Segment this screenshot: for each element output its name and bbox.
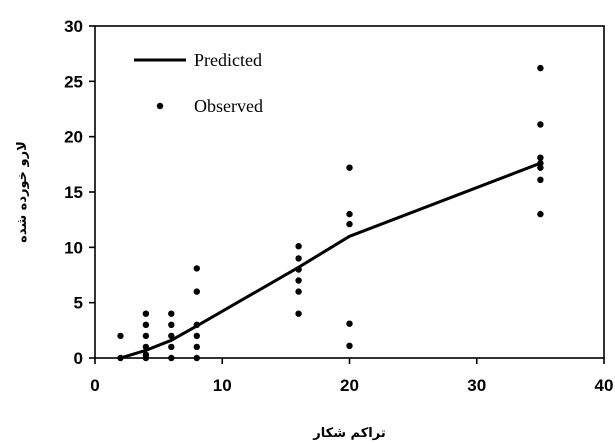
observed-point bbox=[142, 310, 150, 317]
observed-point bbox=[193, 321, 200, 328]
observed-point bbox=[295, 288, 302, 295]
x-tick-label: 10 bbox=[213, 376, 232, 395]
observed-point bbox=[537, 154, 544, 161]
observed-point bbox=[295, 310, 302, 317]
observed-point bbox=[142, 351, 150, 358]
x-tick-label: 20 bbox=[340, 376, 359, 395]
observed-point bbox=[193, 354, 200, 362]
observed-point bbox=[168, 321, 175, 328]
observed-point bbox=[346, 342, 353, 349]
y-tick-label: 20 bbox=[64, 128, 83, 147]
observed-point bbox=[537, 176, 544, 183]
predicted-line bbox=[120, 161, 541, 360]
observed-point bbox=[168, 332, 175, 340]
observed-point bbox=[346, 164, 353, 171]
y-tick-label: 0 bbox=[74, 349, 83, 368]
x-tick-label: 30 bbox=[467, 376, 486, 395]
observed-point bbox=[295, 255, 302, 262]
observed-point bbox=[168, 354, 175, 362]
observed-point bbox=[117, 332, 124, 340]
y-tick-label: 15 bbox=[64, 183, 83, 202]
legend-label-predicted: Predicted bbox=[194, 50, 262, 70]
observed-point bbox=[537, 210, 544, 218]
legend: Predicted Observed bbox=[134, 50, 263, 116]
observed-point bbox=[537, 121, 544, 128]
observed-point bbox=[193, 265, 200, 272]
observed-point bbox=[537, 164, 544, 171]
legend-dot-swatch bbox=[156, 102, 164, 110]
plot-marks bbox=[117, 64, 544, 362]
observed-point bbox=[295, 266, 302, 273]
observed-point bbox=[142, 343, 150, 351]
observed-point bbox=[193, 332, 200, 340]
plot-frame bbox=[94, 25, 605, 359]
observed-point bbox=[168, 310, 175, 317]
x-tick-label: 40 bbox=[595, 376, 614, 395]
y-tick-label: 25 bbox=[64, 72, 83, 91]
x-tick-label: 0 bbox=[90, 376, 99, 395]
observed-point bbox=[295, 277, 302, 284]
observed-point bbox=[142, 321, 150, 328]
observed-point bbox=[168, 343, 175, 351]
observed-point bbox=[295, 243, 302, 250]
plot-axes: 0 5 10 15 20 25 30 0 10 20 30 40 bbox=[64, 17, 613, 395]
observed-point bbox=[346, 320, 353, 327]
y-tick-label: 10 bbox=[64, 238, 83, 257]
observed-point bbox=[537, 64, 544, 72]
observed-point bbox=[193, 343, 200, 351]
observed-point bbox=[537, 160, 544, 167]
y-tick-label: 5 bbox=[74, 294, 83, 313]
x-axis-title: تراکم شکار bbox=[312, 426, 385, 441]
legend-label-observed: Observed bbox=[194, 96, 263, 116]
observed-point bbox=[142, 332, 150, 340]
observed-point bbox=[346, 210, 353, 218]
observed-point bbox=[193, 288, 200, 295]
y-tick-label: 30 bbox=[64, 17, 83, 36]
observed-point bbox=[346, 220, 353, 228]
observed-point bbox=[117, 354, 124, 362]
y-axis-title: لارو خورده شده bbox=[15, 141, 30, 243]
